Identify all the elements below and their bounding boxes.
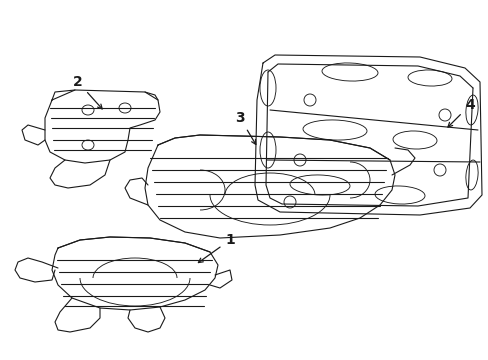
Text: 4: 4: [447, 98, 474, 127]
Text: 3: 3: [235, 111, 255, 144]
Text: 1: 1: [198, 233, 234, 262]
Text: 2: 2: [73, 75, 102, 109]
